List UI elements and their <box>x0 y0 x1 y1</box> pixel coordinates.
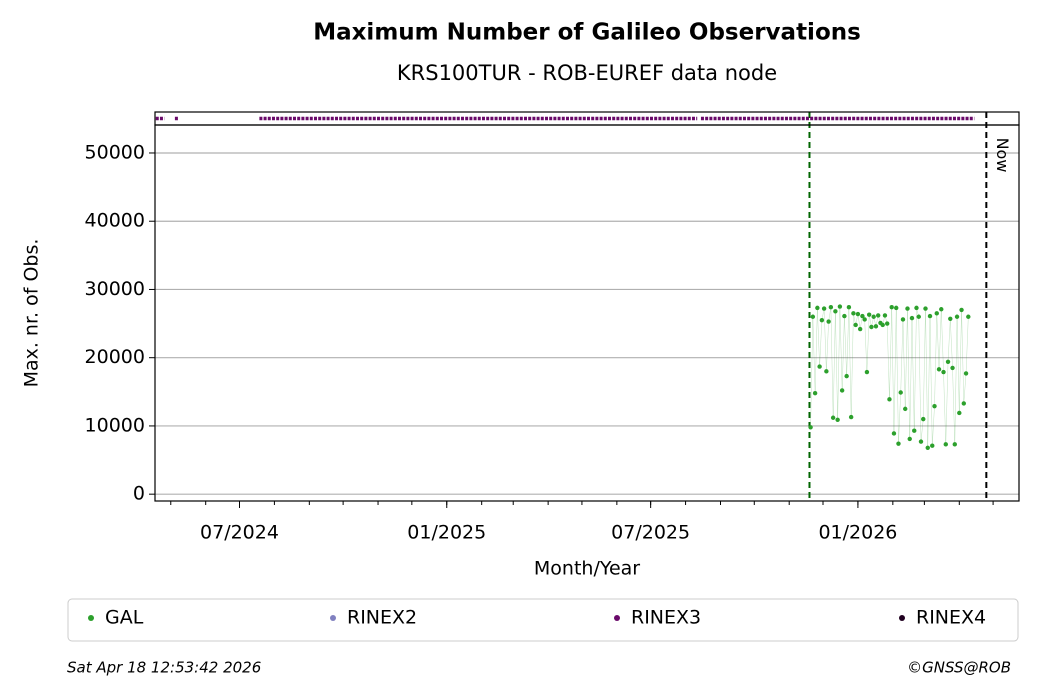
data-point <box>894 305 899 311</box>
legend-box <box>67 598 1019 642</box>
y-tick-label: 40000 <box>85 210 145 232</box>
data-point <box>862 317 867 322</box>
chart-subtitle: KRS100TUR - ROB-EUREF data node <box>397 61 777 85</box>
x-tick-label: 01/2025 <box>407 522 486 544</box>
data-point <box>833 309 838 314</box>
data-point <box>873 324 879 329</box>
data-point <box>923 306 928 311</box>
data-point <box>948 316 953 322</box>
data-point <box>907 436 912 442</box>
data-point <box>808 425 813 430</box>
data-point <box>966 314 971 319</box>
data-point <box>826 319 831 324</box>
data-point <box>848 414 854 420</box>
legend-label: RINEX2 <box>347 607 417 629</box>
data-point <box>819 317 825 323</box>
data-point <box>866 312 872 317</box>
data-point <box>889 304 894 310</box>
data-point <box>925 445 930 450</box>
y-tick-label: 50000 <box>85 141 145 163</box>
chart-title: Maximum Number of Galileo Observations <box>313 20 861 46</box>
footer-right: ©GNSS@ROB <box>907 659 1011 677</box>
legend-marker <box>614 615 620 621</box>
data-point <box>839 388 845 393</box>
y-tick-label: 0 <box>133 483 145 505</box>
data-point <box>855 311 861 317</box>
x-tick-label: 01/2026 <box>818 522 897 544</box>
data-point <box>846 304 852 310</box>
data-point <box>916 314 921 319</box>
data-point <box>812 390 818 396</box>
data-point <box>900 317 906 322</box>
y-axis-label: Max. nr. of Obs. <box>21 239 43 388</box>
data-point <box>912 428 917 433</box>
plot-frame <box>154 124 1020 502</box>
legend-label: RINEX3 <box>631 607 701 629</box>
data-point <box>957 410 962 416</box>
data-point <box>950 365 955 371</box>
data-point <box>828 304 834 310</box>
data-point <box>943 442 948 447</box>
data-point <box>903 406 908 412</box>
y-tick-label: 30000 <box>85 278 145 300</box>
data-point <box>885 321 890 326</box>
data-point <box>875 313 881 318</box>
data-point <box>891 431 897 436</box>
data-point <box>954 314 960 319</box>
data-point <box>918 439 924 444</box>
legend-label: RINEX4 <box>916 607 986 629</box>
data-point <box>851 311 856 316</box>
data-point <box>830 415 836 420</box>
data-point <box>882 313 888 318</box>
data-point <box>880 322 885 328</box>
data-point <box>932 403 937 409</box>
x-axis-label: Month/Year <box>534 558 640 580</box>
data-point <box>939 307 944 312</box>
y-tick-label: 20000 <box>85 346 145 368</box>
legend-marker <box>88 615 94 621</box>
data-point <box>952 442 957 447</box>
x-tick-label: 07/2024 <box>200 522 279 544</box>
x-tick-label: 07/2025 <box>611 522 690 544</box>
series-line <box>810 306 969 448</box>
data-point <box>853 322 858 328</box>
data-point <box>821 306 827 311</box>
data-point <box>945 359 951 364</box>
data-point <box>959 307 964 313</box>
data-point <box>934 311 939 316</box>
data-point <box>842 313 847 319</box>
data-point <box>815 305 820 311</box>
data-point <box>887 397 892 402</box>
y-tick-label: 10000 <box>85 414 145 436</box>
data-point <box>824 369 829 374</box>
now-label: Now <box>993 138 1012 173</box>
data-point <box>837 304 843 309</box>
data-point <box>871 314 876 319</box>
legend-marker <box>899 615 905 621</box>
data-point <box>936 367 942 372</box>
footer-left: Sat Apr 18 12:53:42 2026 <box>67 659 261 677</box>
data-point <box>941 369 946 375</box>
data-point <box>905 306 910 311</box>
data-point <box>927 313 933 319</box>
data-point <box>963 371 969 376</box>
data-point <box>898 390 903 395</box>
data-point <box>869 324 874 330</box>
legend-label: GAL <box>105 607 144 629</box>
data-point <box>844 373 849 379</box>
data-point <box>864 369 870 375</box>
data-point <box>817 364 822 369</box>
data-point <box>810 314 816 319</box>
data-point <box>860 313 865 319</box>
data-point <box>914 305 919 311</box>
data-point <box>835 417 840 422</box>
data-point <box>961 401 967 406</box>
data-point <box>896 441 901 446</box>
data-point <box>930 443 935 448</box>
data-point <box>921 416 926 422</box>
data-point <box>909 315 915 321</box>
data-point <box>857 326 863 332</box>
legend-marker <box>330 615 336 621</box>
